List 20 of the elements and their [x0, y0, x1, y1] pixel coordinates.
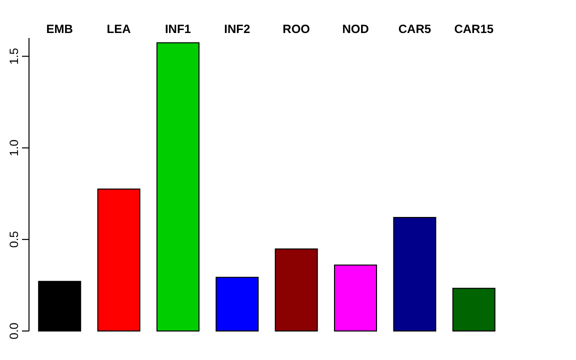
- bar: [393, 216, 436, 332]
- x-tick-label: EMB: [46, 22, 74, 36]
- y-tick-label: 1.5: [7, 48, 21, 65]
- bar: [334, 264, 378, 332]
- x-tick-label: INF2: [224, 22, 250, 36]
- y-tick-label: 1.0: [7, 139, 21, 156]
- x-tick-label: CAR5: [398, 22, 432, 36]
- x-tick-label: ROO: [282, 22, 310, 36]
- x-tick-label: CAR15: [454, 22, 494, 36]
- y-tick-label: 0.0: [7, 322, 21, 340]
- bar: [216, 276, 259, 332]
- y-tick-label: 0.5: [7, 230, 21, 248]
- x-tick-label: LEA: [106, 22, 132, 36]
- x-tick-label: INF1: [164, 22, 192, 36]
- bar: [38, 280, 82, 332]
- bar: [274, 248, 318, 332]
- x-tick-label: NOD: [342, 22, 370, 36]
- bar: [452, 288, 496, 332]
- bar: [156, 42, 200, 332]
- bar: [97, 188, 140, 332]
